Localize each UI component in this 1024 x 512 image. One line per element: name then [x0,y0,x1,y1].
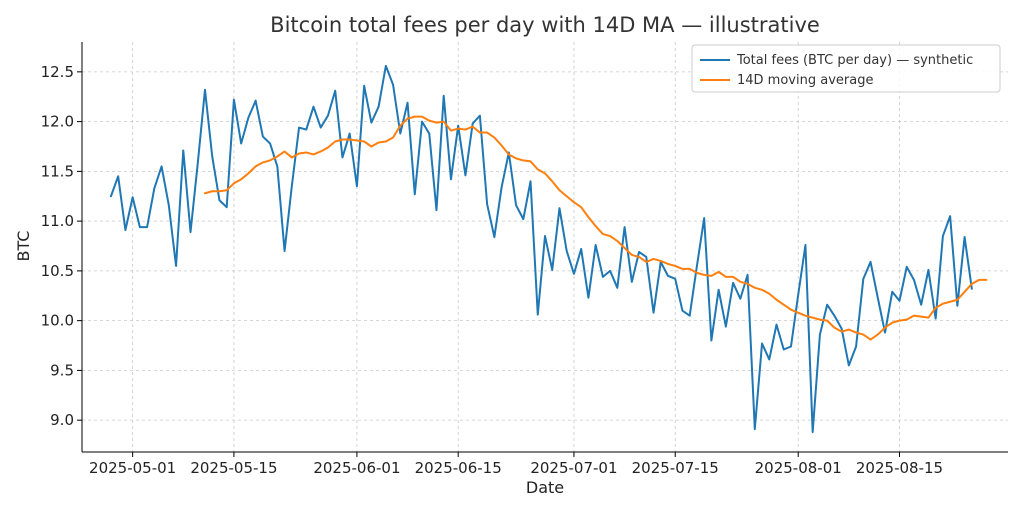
chart-title: Bitcoin total fees per day with 14D MA —… [270,13,820,37]
x-axis-title: Date [526,478,564,497]
y-tick-label: 10.0 [41,312,74,330]
series-layer [109,64,988,434]
x-tick-label: 2025-06-15 [415,459,502,477]
legend-label-moving-average: 14D moving average [737,73,873,88]
y-axis-title: BTC [14,231,33,262]
x-tick-label: 2025-05-01 [89,459,176,477]
y-tick-label: 10.5 [41,262,74,280]
y-tick-label: 11.5 [41,162,74,180]
x-tick-label: 2025-06-01 [313,459,400,477]
grid-layer [82,42,1008,452]
x-tick-label: 2025-05-15 [190,459,277,477]
legend: Total fees (BTC per day) — synthetic 14D… [691,44,1001,93]
moving-average-line [203,115,988,341]
y-tick-label: 12.0 [41,113,74,131]
axes-layer: 9.0 9.5 10.0 10.5 11.0 11.5 12.0 12.5 2025-05-01… [41,42,1008,477]
x-tick-label: 2025-08-15 [856,459,943,477]
x-tick-label: 2025-07-15 [632,459,719,477]
legend-box [691,44,1001,93]
y-tick-label: 11.0 [41,212,74,230]
total-fees-line [109,64,973,434]
x-tick-label: 2025-08-01 [755,459,842,477]
x-tick-label: 2025-07-01 [530,459,617,477]
legend-label-total-fees: Total fees (BTC per day) — synthetic [736,53,973,68]
y-tick-label: 9.0 [50,411,74,429]
y-tick-label: 12.5 [41,63,74,81]
y-tick-label: 9.5 [50,361,74,379]
